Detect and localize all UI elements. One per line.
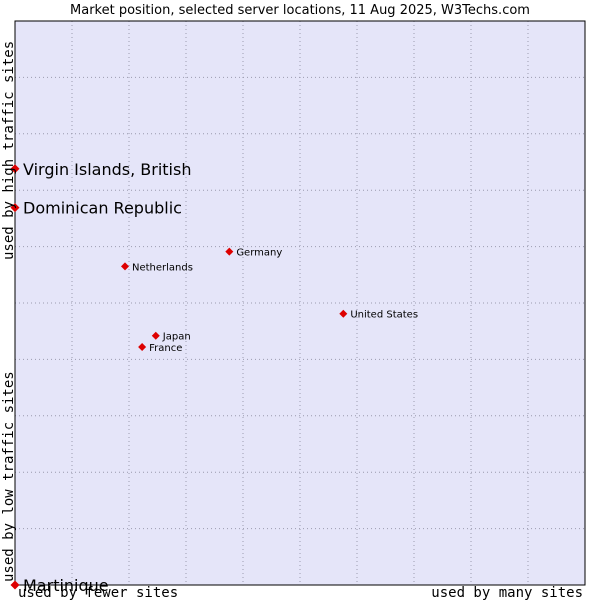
data-point: Japan (151, 331, 191, 343)
point-label: Japan (162, 332, 191, 343)
chart-title: Market position, selected server locatio… (70, 3, 530, 18)
point-marker (138, 342, 147, 351)
point-marker (225, 247, 234, 256)
point-marker (10, 203, 20, 213)
y-axis-label-low: used by low traffic sites (1, 371, 17, 582)
data-point: Martinique (10, 576, 109, 595)
point-marker (121, 262, 130, 271)
data-points: Virgin Islands, British Dominican Republi… (10, 160, 418, 595)
data-point: Dominican Republic (10, 199, 182, 218)
x-axis-label-right: used by many sites (431, 585, 583, 600)
y-axis-label-high: used by high traffic sites (1, 41, 17, 260)
data-point: France (138, 342, 182, 354)
point-label: Dominican Republic (23, 199, 182, 218)
point-marker (339, 309, 348, 318)
point-marker (151, 331, 160, 340)
point-label: Netherlands (132, 262, 193, 273)
point-label: Germany (236, 248, 282, 259)
x-axis-label-left: used by fewer sites (18, 585, 178, 600)
data-point: Germany (225, 247, 282, 259)
data-point: United States (339, 309, 418, 321)
point-label: Martinique (23, 576, 109, 595)
point-marker (10, 164, 20, 174)
plot-border (14, 20, 586, 586)
point-label: France (149, 343, 182, 354)
point-marker (10, 580, 20, 590)
point-label: United States (350, 310, 418, 321)
point-label: Virgin Islands, British (23, 160, 191, 179)
data-point: Netherlands (121, 262, 193, 273)
data-point: Virgin Islands, British (10, 160, 191, 179)
grid-lines (15, 21, 585, 585)
